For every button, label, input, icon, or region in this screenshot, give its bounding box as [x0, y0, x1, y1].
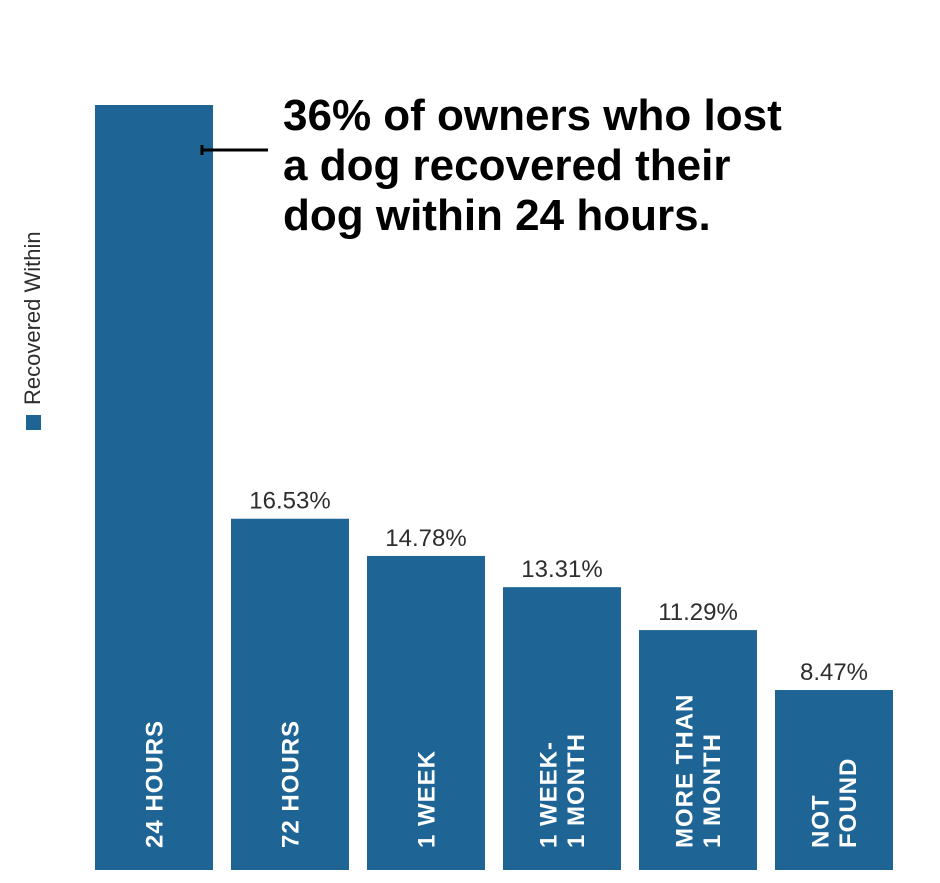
- bar-inner-label-line: 1 MONTH: [699, 733, 726, 848]
- bar-value-label: 8.47%: [800, 659, 868, 686]
- callout-text-line: dog within 24 hours.: [283, 191, 711, 240]
- bar-inner-label: 72 HOURS: [277, 720, 304, 848]
- bar-inner-label-line: 1 WEEK: [413, 750, 440, 848]
- bar-inner-label: 1 WEEK-1 MONTH: [536, 733, 591, 848]
- bar-inner-label: 24 HOURS: [141, 720, 168, 848]
- bar-value-label: 14.78%: [385, 525, 466, 552]
- bar-inner-label-line: 72 HOURS: [277, 720, 304, 848]
- chart-svg: 24 HOURS 16.53% 72 HOURS 14.78% 1 WEEK 13.31%…: [0, 0, 940, 883]
- legend-label: Recovered Within: [20, 231, 45, 405]
- bar-inner-label-line: 1 MONTH: [563, 733, 590, 848]
- bar-value-label: 16.53%: [249, 488, 330, 515]
- callout-text-line: 36% of owners who lost: [283, 91, 782, 140]
- bar-value-label: 11.29%: [658, 599, 738, 626]
- bar-inner-label-line: 1 WEEK-: [536, 741, 563, 848]
- legend-swatch: [26, 415, 41, 430]
- bar-group: 8.47% NOTFOUND: [775, 659, 893, 870]
- bar-inner-label-line: FOUND: [835, 758, 862, 848]
- bar-group: 24 HOURS: [95, 105, 213, 870]
- callout-text-line: a dog recovered their: [283, 141, 730, 190]
- bar-inner-label: 1 WEEK: [413, 750, 440, 848]
- legend: Recovered Within: [20, 231, 45, 430]
- bar-inner-label-line: 24 HOURS: [141, 720, 168, 848]
- bar-group: 13.31% 1 WEEK-1 MONTH: [503, 556, 621, 870]
- bar-inner-label-line: MORE THAN: [672, 694, 699, 848]
- bar-group: 11.29% MORE THAN1 MONTH: [639, 599, 757, 870]
- bar-group: 14.78% 1 WEEK: [367, 525, 485, 870]
- bar-value-label: 13.31%: [521, 556, 602, 583]
- chart-stage: 24 HOURS 16.53% 72 HOURS 14.78% 1 WEEK 13.31%…: [0, 0, 940, 883]
- bar-group: 16.53% 72 HOURS: [231, 488, 349, 870]
- bar-inner-label-line: NOT: [808, 794, 835, 848]
